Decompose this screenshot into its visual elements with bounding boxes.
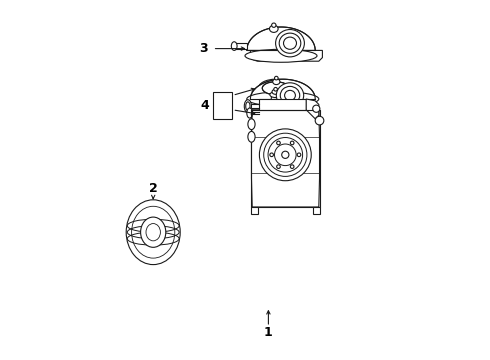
- Ellipse shape: [259, 98, 292, 111]
- Text: 4: 4: [200, 99, 209, 112]
- Ellipse shape: [248, 119, 255, 130]
- Ellipse shape: [315, 116, 324, 125]
- Polygon shape: [247, 27, 315, 50]
- Polygon shape: [234, 43, 247, 49]
- Ellipse shape: [291, 141, 294, 145]
- Ellipse shape: [285, 90, 295, 100]
- Ellipse shape: [272, 89, 279, 94]
- Ellipse shape: [259, 129, 311, 181]
- Polygon shape: [251, 110, 319, 207]
- Ellipse shape: [245, 49, 317, 62]
- Text: 3: 3: [199, 42, 208, 55]
- Ellipse shape: [274, 144, 296, 166]
- Ellipse shape: [291, 165, 294, 168]
- Ellipse shape: [248, 131, 255, 142]
- Ellipse shape: [231, 42, 237, 50]
- Ellipse shape: [261, 116, 290, 123]
- Ellipse shape: [271, 95, 280, 102]
- Ellipse shape: [270, 153, 273, 157]
- Ellipse shape: [262, 82, 289, 95]
- Ellipse shape: [274, 76, 278, 80]
- Ellipse shape: [277, 141, 280, 145]
- Text: 2: 2: [149, 183, 158, 195]
- Ellipse shape: [258, 79, 293, 97]
- Polygon shape: [306, 99, 319, 119]
- Polygon shape: [259, 99, 306, 110]
- Ellipse shape: [297, 153, 301, 157]
- Ellipse shape: [247, 92, 319, 106]
- FancyBboxPatch shape: [213, 92, 232, 119]
- Text: 1: 1: [264, 327, 273, 339]
- Ellipse shape: [273, 79, 280, 85]
- Ellipse shape: [276, 83, 304, 108]
- Ellipse shape: [284, 37, 296, 49]
- Ellipse shape: [264, 113, 288, 122]
- Ellipse shape: [270, 92, 281, 98]
- Ellipse shape: [271, 23, 276, 27]
- Ellipse shape: [275, 30, 304, 57]
- Ellipse shape: [277, 165, 280, 168]
- Ellipse shape: [274, 87, 277, 91]
- Polygon shape: [250, 79, 315, 99]
- Ellipse shape: [313, 105, 320, 112]
- Ellipse shape: [282, 151, 289, 158]
- Ellipse shape: [269, 120, 283, 126]
- Ellipse shape: [245, 100, 251, 113]
- Ellipse shape: [141, 217, 166, 247]
- Polygon shape: [314, 207, 319, 214]
- Polygon shape: [250, 50, 322, 61]
- Ellipse shape: [126, 200, 180, 265]
- Polygon shape: [251, 207, 258, 214]
- Polygon shape: [264, 104, 288, 118]
- Ellipse shape: [270, 25, 278, 32]
- Ellipse shape: [247, 108, 252, 118]
